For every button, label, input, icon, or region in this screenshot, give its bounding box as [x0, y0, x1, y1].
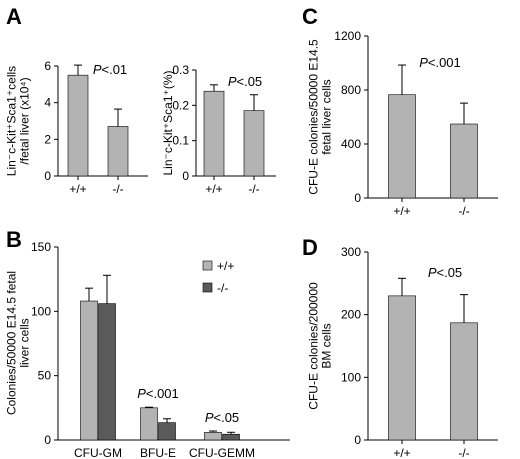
bar-B-BFU-E-wt	[140, 407, 158, 441]
y-tick-label: 0.3	[172, 63, 189, 77]
legend-label: -/-	[217, 281, 228, 295]
p-value-annotation: P<.01	[93, 62, 127, 77]
x-category-label: +/+	[69, 182, 86, 196]
x-category-label: -/-	[458, 204, 469, 218]
p-value-text: <.001	[146, 386, 179, 401]
bar-B-BFU-E-ko	[158, 422, 176, 441]
x-category-label: -/-	[248, 182, 259, 196]
y-axis-label: BM cells	[320, 323, 334, 368]
panel-letter-a: A	[6, 4, 22, 29]
y-tick-label: 6	[44, 59, 51, 73]
p-value-annotation: P<.05	[205, 410, 239, 425]
y-tick-label: 300	[341, 245, 361, 259]
bar-B-CFU-GM-wt	[80, 300, 98, 441]
bar-A1-wt	[67, 74, 89, 177]
bar-B-CFU-GEMM-wt	[204, 431, 222, 441]
bar-A1-ko	[107, 126, 129, 177]
bar-A2-ko	[243, 110, 265, 177]
y-tick-label: 4	[44, 96, 51, 110]
p-value-prefix: P	[228, 74, 237, 89]
bar-B-CFU-GEMM-ko	[222, 433, 240, 441]
p-value-text: <.05	[214, 410, 240, 425]
y-tick-label: 800	[341, 83, 361, 97]
y-tick-label: 100	[341, 370, 361, 384]
x-category-label: +/+	[205, 182, 222, 196]
x-category-label: +/+	[393, 204, 410, 218]
legend-label: +/+	[217, 259, 234, 273]
panel-letter-d: D	[302, 235, 318, 260]
y-tick-label: 0.1	[172, 134, 189, 148]
y-axis-label: liver cells	[18, 318, 32, 367]
p-value-text: <.01	[102, 62, 128, 77]
bar-B-CFU-GM-ko	[98, 303, 116, 441]
p-value-annotation: P<.001	[419, 55, 461, 70]
p-value-prefix: P	[428, 265, 437, 280]
panel-letter-c: C	[302, 4, 318, 29]
x-category-label: -/-	[458, 446, 469, 459]
y-tick-label: 1200	[334, 29, 361, 43]
p-value-annotation: P<.05	[428, 265, 462, 280]
y-axis-label: Colonies/50000 E14.5 fetal	[5, 271, 19, 415]
y-tick-label: 0	[354, 191, 361, 205]
y-tick-label: 0	[44, 433, 51, 447]
p-value-text: <.001	[428, 55, 461, 70]
p-value-annotation: P<.05	[228, 74, 262, 89]
x-category-label: -/-	[112, 182, 123, 196]
bar-D-wt	[388, 295, 416, 441]
bar-C-ko	[450, 123, 478, 199]
y-tick-label: 2	[44, 132, 51, 146]
p-value-prefix: P	[137, 386, 146, 401]
bar-D-ko	[450, 322, 478, 441]
p-value-prefix: P	[205, 410, 214, 425]
y-axis-label: /fetal liver (x10⁴)	[18, 77, 32, 164]
y-axis-label: Lin⁻c-Kit⁺Sca1⁺cells	[5, 66, 19, 176]
p-value-prefix: P	[93, 62, 102, 77]
y-axis-label: Lin⁻c-Kit⁺Sca1⁺(%)	[161, 70, 175, 175]
p-value-text: <.05	[437, 265, 463, 280]
x-category-label: CFU-GEMM	[189, 446, 255, 459]
y-axis-label: CFU-E colonies/200000	[307, 282, 321, 410]
y-tick-label: 400	[341, 137, 361, 151]
x-category-label: +/+	[393, 446, 410, 459]
legend-swatch-ko	[202, 282, 213, 293]
p-value-prefix: P	[419, 55, 428, 70]
y-axis-label: fetal liver cells	[320, 79, 334, 154]
y-tick-label: 0.2	[172, 98, 189, 112]
y-tick-label: 50	[38, 369, 52, 383]
y-tick-label: 100	[31, 304, 51, 318]
bar-C-wt	[388, 94, 416, 199]
y-tick-label: 150	[31, 240, 51, 254]
p-value-text: <.05	[237, 74, 263, 89]
y-tick-label: 0	[354, 433, 361, 447]
x-category-label: BFU-E	[140, 446, 176, 459]
bar-A2-wt	[203, 90, 225, 177]
panel-letter-b: B	[6, 227, 22, 252]
y-tick-label: 200	[341, 308, 361, 322]
charts-group: 0 2 4 6 Lin⁻c-Kit⁺Sca1⁺cells/fetal liver (x1…	[5, 29, 498, 459]
x-category-label: CFU-GM	[74, 446, 122, 459]
y-axis-label: CFU-E colonies/50000 E14.5	[307, 39, 321, 195]
y-tick-label: 0	[44, 169, 51, 183]
p-value-annotation: P<.001	[137, 386, 179, 401]
y-tick-label: 0	[182, 169, 189, 183]
legend-swatch-wt	[202, 260, 213, 271]
